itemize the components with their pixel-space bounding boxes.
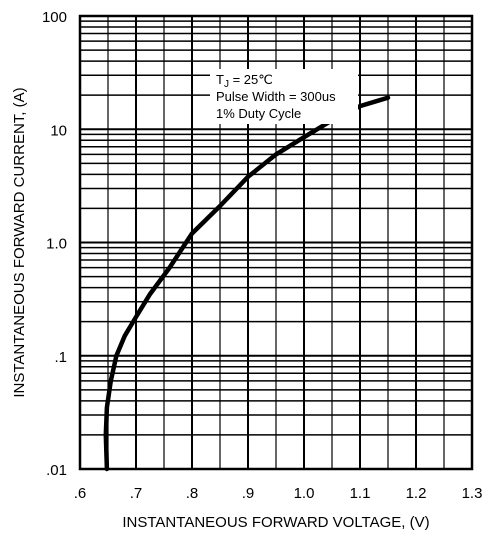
annotation-subscript-j: J <box>224 79 229 90</box>
annotation-box: TJ = 25℃ Pulse Width = 300us 1% Duty Cyc… <box>210 69 358 124</box>
x-axis-label: INSTANTANEOUS FORWARD VOLTAGE, (V) <box>122 514 429 531</box>
y-axis-label: INSTANTANEOUS FORWARD CURRENT, (A) <box>11 87 28 397</box>
y-tick-label: 1.0 <box>46 236 67 253</box>
x-tick-label: .8 <box>186 485 199 502</box>
x-tick-label: 1.1 <box>350 485 371 502</box>
series-layer <box>103 95 391 472</box>
tick-labels: .6 .7 .8 .9 1.0 1.1 1.2 1.3 .01 .1 1.0 10 100 <box>42 9 482 502</box>
plot-frame <box>78 14 474 471</box>
y-tick-label: .1 <box>54 349 67 366</box>
x-tick-label: 1.3 <box>462 485 483 502</box>
x-tick-label: .7 <box>130 485 143 502</box>
x-tick-label: 1.0 <box>294 485 315 502</box>
y-tick-label: .01 <box>46 462 67 479</box>
annotation-line-pulse-width: Pulse Width = 300us <box>216 89 336 104</box>
annotation-line-duty-cycle: 1% Duty Cycle <box>216 106 301 121</box>
annotation-symbol-t: T <box>216 72 224 87</box>
x-tick-label: .6 <box>74 485 87 502</box>
forward-voltage-curve <box>103 95 391 472</box>
annotation-temp-value: = 25℃ <box>229 72 273 87</box>
annotation-background <box>210 69 358 124</box>
y-tick-label: 10 <box>50 122 67 139</box>
x-tick-label: 1.2 <box>406 485 427 502</box>
y-tick-label: 100 <box>42 9 67 26</box>
x-tick-label: .9 <box>242 485 255 502</box>
annotation-line-junction-temp: TJ = 25℃ <box>216 72 273 90</box>
